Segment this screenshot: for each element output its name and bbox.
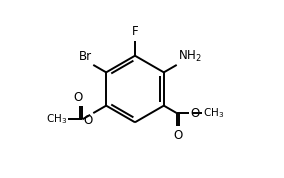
Text: CH$_3$: CH$_3$ bbox=[46, 112, 67, 126]
Text: Br: Br bbox=[78, 50, 91, 63]
Text: CH$_3$: CH$_3$ bbox=[203, 106, 224, 120]
Text: F: F bbox=[132, 25, 138, 38]
Text: NH$_2$: NH$_2$ bbox=[178, 48, 202, 64]
Text: O: O bbox=[83, 114, 93, 127]
Text: O: O bbox=[173, 129, 182, 142]
Text: O: O bbox=[73, 91, 83, 104]
Text: O: O bbox=[190, 107, 199, 120]
